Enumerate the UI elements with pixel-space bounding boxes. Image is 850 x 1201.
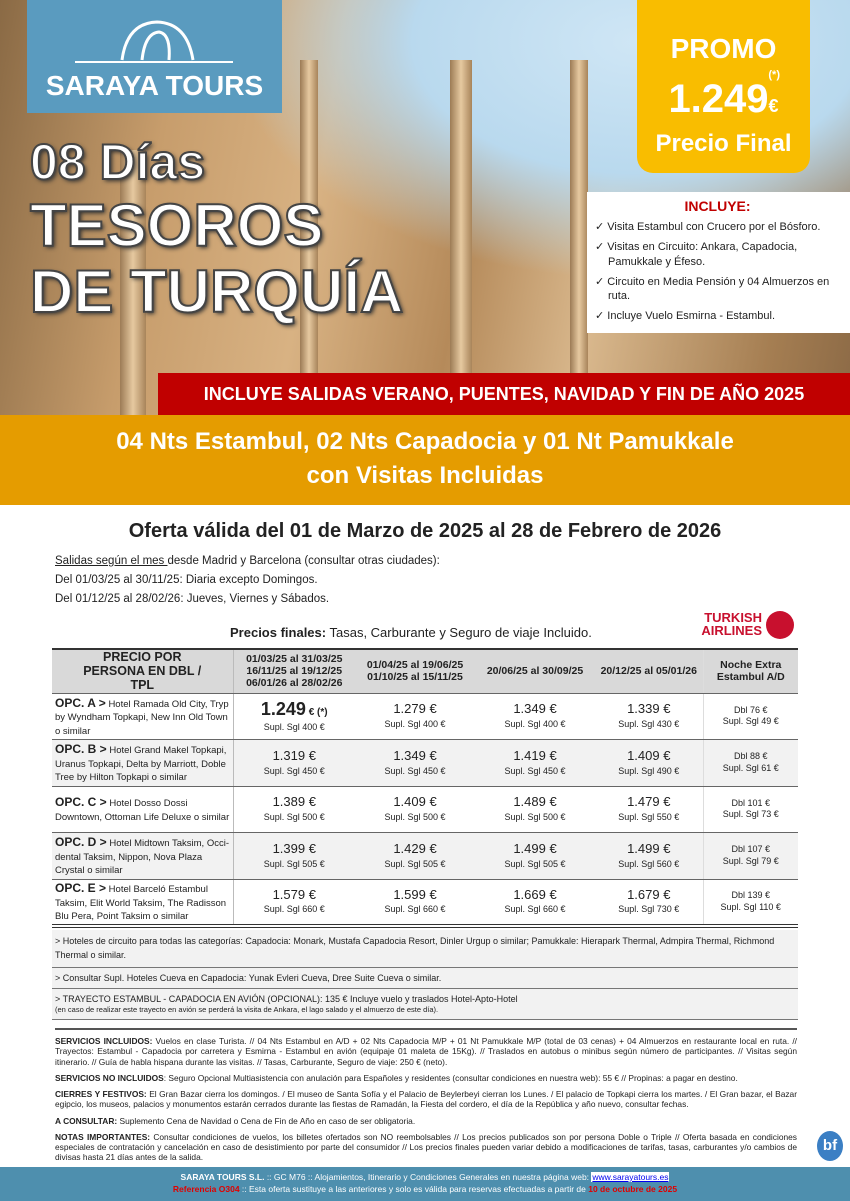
price-cell: 1.419 € Supl. Sgl 450 € <box>475 739 595 787</box>
itinerary-band: 04 Nts Estambul, 02 Nts Capadocia y 01 N… <box>0 415 850 505</box>
footer: SARAYA TOURS S.L. :: GC M76 :: Alojamien… <box>0 1167 850 1201</box>
includes-box: INCLUYE: ✓ Visita Estambul con Crucero p… <box>587 192 850 333</box>
price-cell: 1.669 € Supl. Sgl 660 € <box>475 879 595 928</box>
itinerary-line-2: con Visitas Incluidas <box>306 462 544 489</box>
note-item: > TRAYECTO ESTAMBUL - CAPADOCIA EN AVIÓN… <box>52 989 798 1020</box>
price-cell: 1.279 € Supl. Sgl 400 € <box>355 693 475 740</box>
promo-note: (*) <box>768 69 780 81</box>
include-item: ✓ Incluye Vuelo Esmirna - Estambul. <box>595 310 775 323</box>
hotel-option: OPC. E > Hotel Barceló Estambul Taksim, … <box>52 879 234 928</box>
table-row: OPC. C > Hotel Dosso Dossi Downtown, Ott… <box>52 786 798 833</box>
extra-night-cell: Dbl 88 € Supl. Sgl 61 € <box>702 739 798 787</box>
hotel-option: OPC. D > Hotel Midtown Taksim, Occi-dent… <box>52 832 234 880</box>
itinerary-line-1: 04 Nts Estambul, 02 Nts Capadocia y 01 N… <box>116 428 734 455</box>
condition-item: A CONSULTAR: Suplemento Cena de Navidad … <box>55 1115 416 1126</box>
include-item: ✓ Circuito en Media Pensión y 04 Almuerz… <box>595 275 830 303</box>
condition-item: SERVICIOS NO INCLUIDOS: Seguro Opcional … <box>55 1072 738 1083</box>
price-cell: 1.389 € Supl. Sgl 500 € <box>233 786 355 833</box>
col-header: 01/04/25 al 19/06/25 01/10/25 al 15/11/2… <box>355 648 475 694</box>
include-item: ✓ Visita Estambul con Crucero por el Bós… <box>595 221 821 233</box>
turkish-airlines-logo: TURKISH AIRLINES <box>688 611 798 641</box>
promo-box: PROMO (*) 1.249€ Precio Final <box>637 0 810 173</box>
includes-title: INCLUYE: <box>684 198 751 214</box>
note-item: > Consultar Supl. Hoteles Cueva en Capad… <box>52 968 798 989</box>
price-cell: 1.409 € Supl. Sgl 490 € <box>595 739 703 787</box>
table-row: OPC. E > Hotel Barceló Estambul Taksim, … <box>52 879 798 928</box>
offer-validity: Oferta válida del 01 de Marzo de 2025 al… <box>128 520 722 542</box>
col-header: Noche Extra Estambul A/D <box>702 648 798 694</box>
notes-list: > Hoteles de circuito para todas las cat… <box>52 930 798 1020</box>
col-header: 01/03/25 al 31/03/25 16/11/25 al 19/12/2… <box>233 648 355 694</box>
condition-item: NOTAS IMPORTANTES: Consultar condiciones… <box>55 1131 797 1163</box>
departures-line-2: Del 01/03/25 al 30/11/25: Diaria excepto… <box>55 574 318 586</box>
promo-price: 1.249€ <box>668 77 779 121</box>
hero-title-1: TESOROS <box>29 192 324 259</box>
price-cell: 1.339 € Supl. Sgl 430 € <box>595 693 703 740</box>
table-row: OPC. B > Hotel Grand Makel Topkapi, Uran… <box>52 739 798 787</box>
condition-item: SERVICIOS INCLUIDOS: Vuelos en clase Tur… <box>55 1036 797 1067</box>
price-cell: 1.429 € Supl. Sgl 505 € <box>355 832 475 880</box>
price-cell: 1.479 € Supl. Sgl 550 € <box>595 786 703 833</box>
price-cell: 1.319 € Supl. Sgl 450 € <box>233 739 355 787</box>
table-row: OPC. A > Hotel Ramada Old City, Tryp by … <box>52 693 798 740</box>
departures-banner: INCLUYE SALIDAS VERANO, PUENTES, NAVIDAD… <box>158 373 850 415</box>
price-cell: 1.249 € (*) Supl. Sgl 400 € <box>233 693 355 740</box>
bf-badge-icon: bf <box>817 1131 843 1161</box>
hotel-option: OPC. B > Hotel Grand Makel Topkapi, Uran… <box>52 739 234 787</box>
extra-night-cell: Dbl 76 € Supl. Sgl 49 € <box>702 693 798 740</box>
include-item: ✓ Visitas en Circuito: Ankara, Capadocia… <box>595 241 798 268</box>
extra-night-cell: Dbl 101 € Supl. Sgl 73 € <box>702 786 798 833</box>
col-header: 20/06/25 al 30/09/25 <box>475 648 595 694</box>
price-cell: 1.399 € Supl. Sgl 505 € <box>233 832 355 880</box>
promo-sub: Precio Final <box>655 130 792 157</box>
price-table: PRECIO POR PERSONA EN DBL / TPL 01/03/25… <box>52 648 798 928</box>
condition-item: CIERRES Y FESTIVOS: El Gran Bazar cierra… <box>55 1089 797 1110</box>
price-cell: 1.349 € Supl. Sgl 400 € <box>475 693 595 740</box>
brand-logo: SARAYA TOURS <box>27 0 282 113</box>
hero-title-2: DE TURQUÍA <box>29 258 404 325</box>
promo-label: PROMO <box>670 33 777 64</box>
price-cell: 1.599 € Supl. Sgl 660 € <box>355 879 475 928</box>
website-link[interactable]: www.sarayatours.es <box>591 1172 670 1182</box>
departures-line-1: Salidas según el mes desde Madrid y Barc… <box>55 555 440 567</box>
note-item: > Hoteles de circuito para todas las cat… <box>52 930 798 968</box>
price-cell: 1.679 € Supl. Sgl 730 € <box>595 879 703 928</box>
hero-days: 08 Días <box>29 134 206 190</box>
price-cell: 1.489 € Supl. Sgl 500 € <box>475 786 595 833</box>
price-cell: 1.409 € Supl. Sgl 500 € <box>355 786 475 833</box>
col-header: PRECIO POR PERSONA EN DBL / TPL <box>52 648 234 694</box>
prices-note: Precios finales: Tasas, Carburante y Seg… <box>230 625 592 640</box>
hotel-option: OPC. C > Hotel Dosso Dossi Downtown, Ott… <box>52 786 234 833</box>
table-row: OPC. D > Hotel Midtown Taksim, Occi-dent… <box>52 832 798 880</box>
extra-night-cell: Dbl 107 € Supl. Sgl 79 € <box>702 832 798 880</box>
price-cell: 1.579 € Supl. Sgl 660 € <box>233 879 355 928</box>
departures-line-3: Del 01/12/25 al 28/02/26: Jueves, Vierne… <box>55 593 330 605</box>
logo-emblem-icon <box>75 20 233 63</box>
hotel-option: OPC. A > Hotel Ramada Old City, Tryp by … <box>52 693 234 740</box>
col-header: 20/12/25 al 05/01/26 <box>595 648 703 694</box>
brand-name: SARAYA TOURS <box>45 70 264 101</box>
price-cell: 1.349 € Supl. Sgl 450 € <box>355 739 475 787</box>
extra-night-cell: Dbl 139 € Supl. Sgl 110 € <box>702 879 798 928</box>
price-cell: 1.499 € Supl. Sgl 560 € <box>595 832 703 880</box>
turkish-airlines-bird-icon <box>766 611 794 639</box>
price-cell: 1.499 € Supl. Sgl 505 € <box>475 832 595 880</box>
conditions: SERVICIOS INCLUIDOS: Vuelos en clase Tur… <box>55 1028 797 1169</box>
